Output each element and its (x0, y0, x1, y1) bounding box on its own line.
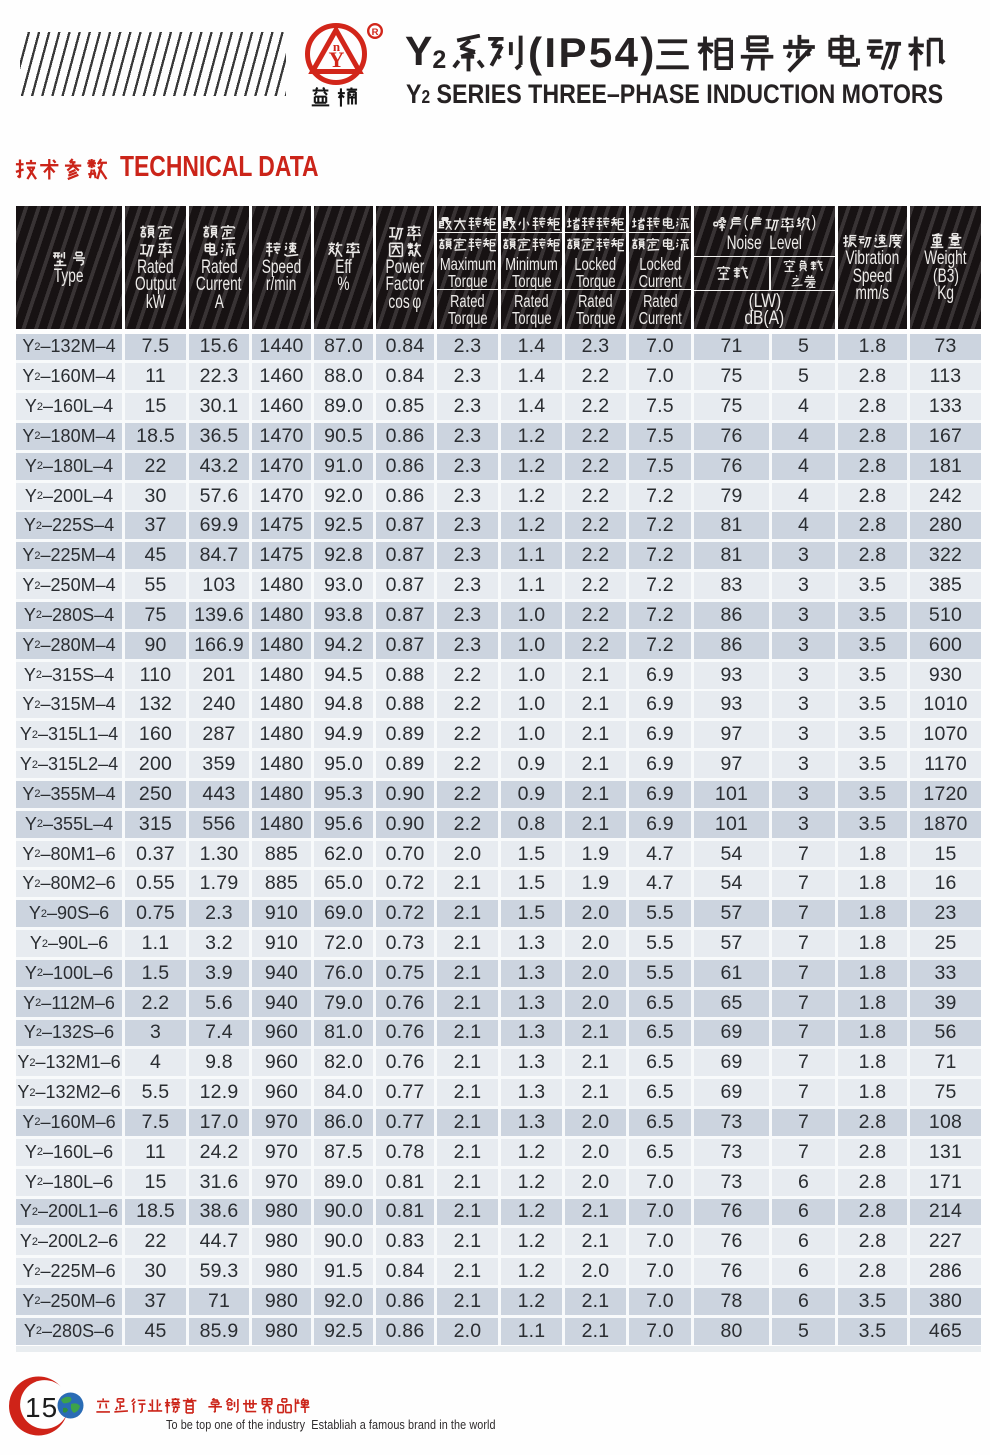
svg-text:n: n (333, 39, 341, 54)
svg-text:Y: Y (329, 47, 345, 72)
svg-text:R: R (372, 27, 379, 38)
